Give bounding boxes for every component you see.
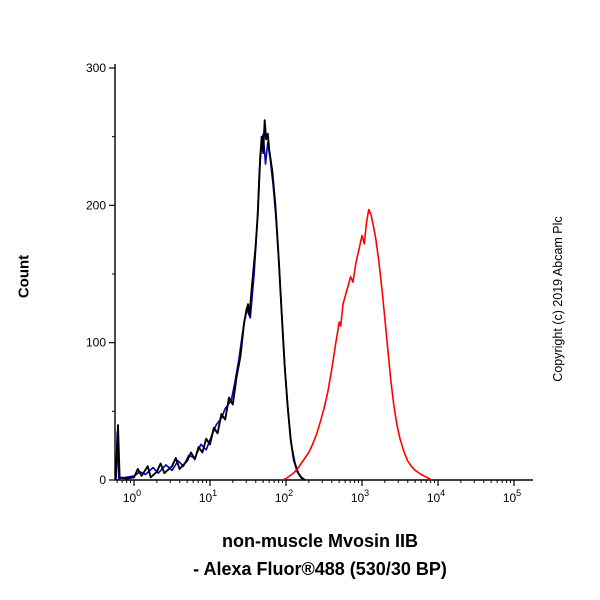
y-tick-label: 0 xyxy=(99,473,106,487)
x-tick-label: 105 xyxy=(503,488,521,505)
x-tick-label: 101 xyxy=(199,488,217,505)
y-axis-label: Count xyxy=(15,254,33,299)
x-tick-label: 103 xyxy=(351,488,369,505)
x-axis-title-line1: non-muscle Mvosin IIB xyxy=(221,531,419,551)
series-anti-myosin-red xyxy=(281,208,433,481)
x-tick-label: 102 xyxy=(275,488,293,505)
x-axis-title-line2: - Alexa Fluor®488 (530/30 BP) xyxy=(193,559,447,579)
x-tick-label: 100 xyxy=(123,488,141,505)
copyright-text: Copyright (c) 2019 Abcam Plc xyxy=(551,216,565,382)
x-tick-label: 104 xyxy=(427,488,445,505)
y-tick-label: 100 xyxy=(86,336,106,350)
y-tick-label: 300 xyxy=(86,61,106,75)
series-control-black xyxy=(114,119,306,481)
y-tick-label: 200 xyxy=(86,198,106,212)
series-control-blue xyxy=(115,133,304,481)
